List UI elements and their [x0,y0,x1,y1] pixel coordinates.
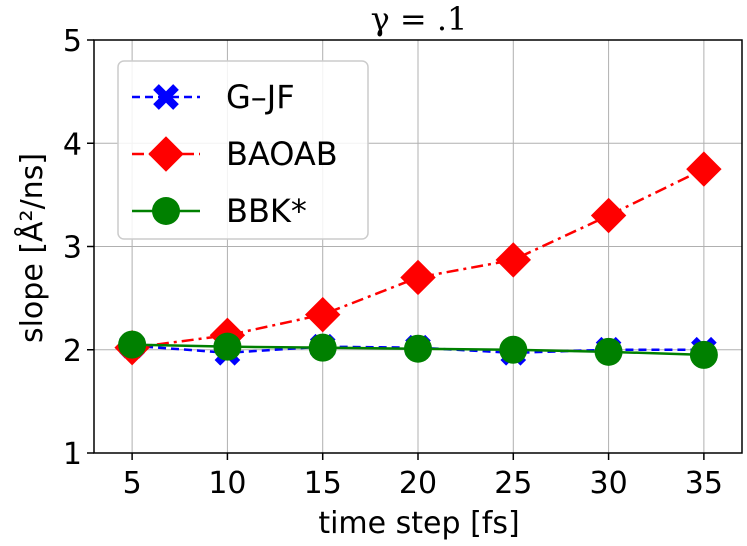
legend-box [117,60,369,240]
series-2 [118,330,718,369]
legend-label: BBK* [226,192,307,230]
x-tick-label: 25 [494,466,532,501]
legend-entry: G–JF [132,78,295,116]
chart-title: γ = .1 [371,0,468,38]
legend-marker [153,84,179,110]
data-point [404,334,432,363]
y-tick-label: 5 [63,24,82,59]
x-tick-label: 15 [304,466,342,501]
legend-label: BAOAB [226,135,338,173]
y-tick-label: 2 [63,334,82,369]
x-tick-label: 35 [685,466,723,501]
data-point [594,337,623,366]
data-point [499,335,528,364]
legend-entry: BBK* [132,192,307,230]
data-point [590,197,627,234]
x-axis-label: time step [fs] [318,506,519,541]
data-point [400,259,436,296]
x-tick-label: 5 [123,466,142,501]
legend-label: G–JF [226,78,295,116]
series-layer [114,151,722,369]
x-tick-label: 10 [208,466,246,501]
legend-marker [152,197,180,225]
legend: G–JF BAOAB BBK* [117,60,369,240]
y-tick-label: 1 [63,437,82,472]
y-tick-label: 3 [63,231,82,266]
data-point [686,151,722,187]
data-point [118,330,147,359]
legend-entry: BAOAB [132,135,338,173]
x-tick-label: 30 [589,466,627,501]
data-point [689,340,718,369]
ticks: 5 10 15 20 25 30 35 1 2 3 4 5 [63,24,723,501]
y-tick-label: 4 [63,127,82,162]
data-point [495,242,532,278]
x-tick-label: 20 [399,466,437,501]
data-point [308,333,337,362]
y-axis-label: slope [Å²/ns] [14,153,50,343]
data-point [304,296,341,333]
data-point [213,332,242,361]
legend-marker [148,136,184,172]
